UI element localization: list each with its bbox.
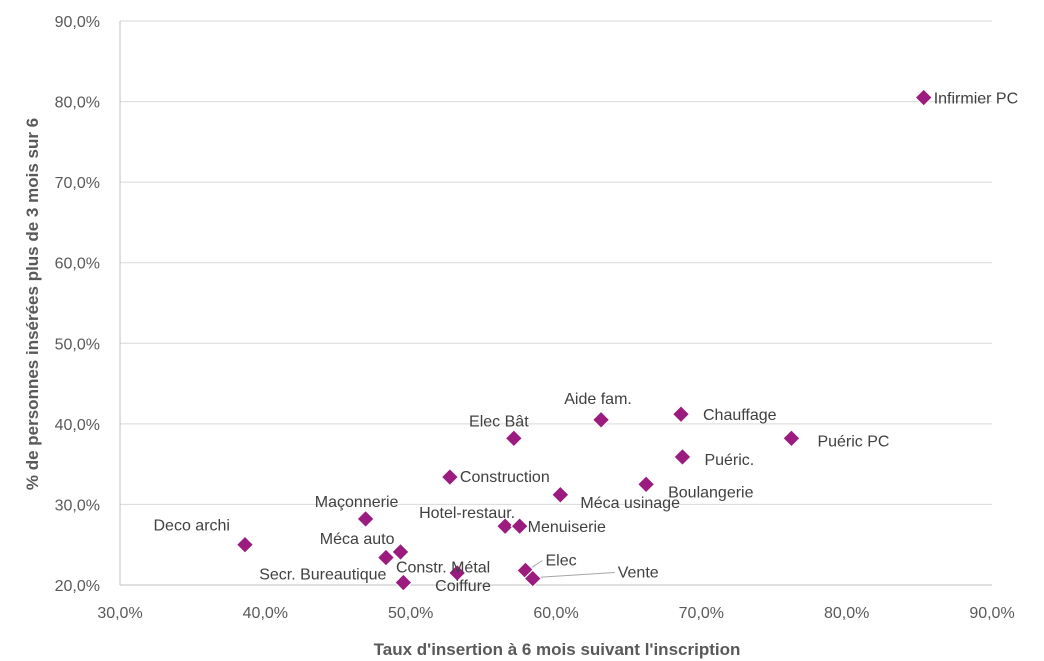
point-labels: Infirmier PC Aide fam. Chauffage Elec Bât Pu… — [154, 91, 1019, 595]
point-label: Aide fam. — [564, 391, 632, 408]
scatter-point — [636, 474, 656, 494]
scatter-point — [391, 542, 410, 562]
point-label: Chauffage — [703, 407, 777, 424]
scatter-point — [394, 573, 413, 592]
gridlines — [120, 20, 992, 505]
scatter-point — [782, 429, 801, 448]
scatter-point — [440, 467, 460, 487]
x-tick-label: 70,0% — [679, 605, 724, 622]
scatter-point — [504, 429, 524, 448]
x-tick-label: 50,0% — [388, 605, 433, 622]
scatter-point — [235, 535, 255, 555]
point-label: Maçonnerie — [315, 494, 399, 511]
y-tick-label: 20,0% — [55, 578, 100, 595]
scatter-point — [551, 485, 570, 505]
point-label: Méca auto — [320, 531, 395, 548]
x-tick-label: 90,0% — [969, 605, 1014, 622]
point-label: Elec — [545, 552, 576, 569]
y-tick-label: 40,0% — [55, 417, 100, 434]
scatter-point — [447, 563, 467, 583]
point-label: Puéric. — [704, 452, 754, 469]
y-tick-label: 70,0% — [55, 175, 100, 192]
point-label: Puéric PC — [817, 433, 889, 450]
tick-labels: 20,0% 30,0% 40,0% 50,0% 60,0% 70,0% 80,0% 90,0%… — [55, 14, 1015, 622]
scatter-point — [356, 509, 375, 529]
point-label: Coiffure — [435, 578, 491, 595]
y-tick-label: 60,0% — [55, 256, 100, 273]
point-label: Constr. Métal — [396, 560, 490, 577]
point-label: Menuiserie — [528, 519, 606, 536]
point-label: Deco archi — [154, 518, 230, 535]
axes — [119, 21, 992, 586]
point-label: Boulangerie — [668, 484, 754, 501]
scatter-point — [523, 569, 543, 588]
y-tick-label: 50,0% — [55, 336, 100, 353]
point-label: Secr. Bureautique — [259, 567, 386, 584]
x-tick-label: 80,0% — [824, 605, 869, 622]
scatter-point — [591, 410, 611, 430]
point-label: Méca usinage — [580, 495, 680, 512]
point-label: Hotel-restaur. — [419, 505, 515, 522]
leader-line — [535, 572, 615, 579]
y-tick-label: 90,0% — [55, 14, 100, 31]
y-tick-label: 80,0% — [55, 95, 100, 112]
y-axis-title: % de personnes insérées plus de 3 mois s… — [23, 118, 42, 490]
scatter-point — [671, 404, 691, 424]
scatter-point — [914, 88, 934, 107]
scatter-point — [673, 447, 692, 467]
point-label: Infirmier PC — [934, 91, 1018, 108]
x-axis-title: Taux d'insertion à 6 mois suivant l'insc… — [374, 640, 741, 659]
point-label: Elec Bât — [469, 413, 529, 430]
scatter-point — [495, 516, 515, 536]
x-tick-label: 30,0% — [97, 605, 142, 622]
scatter-point — [376, 548, 396, 567]
point-label: Vente — [618, 565, 659, 582]
point-label: Construction — [460, 469, 550, 486]
x-tick-label: 40,0% — [243, 605, 288, 622]
scatter-point — [510, 516, 530, 536]
data-points — [235, 88, 934, 592]
x-tick-label: 60,0% — [533, 605, 578, 622]
y-tick-label: 30,0% — [55, 497, 100, 514]
